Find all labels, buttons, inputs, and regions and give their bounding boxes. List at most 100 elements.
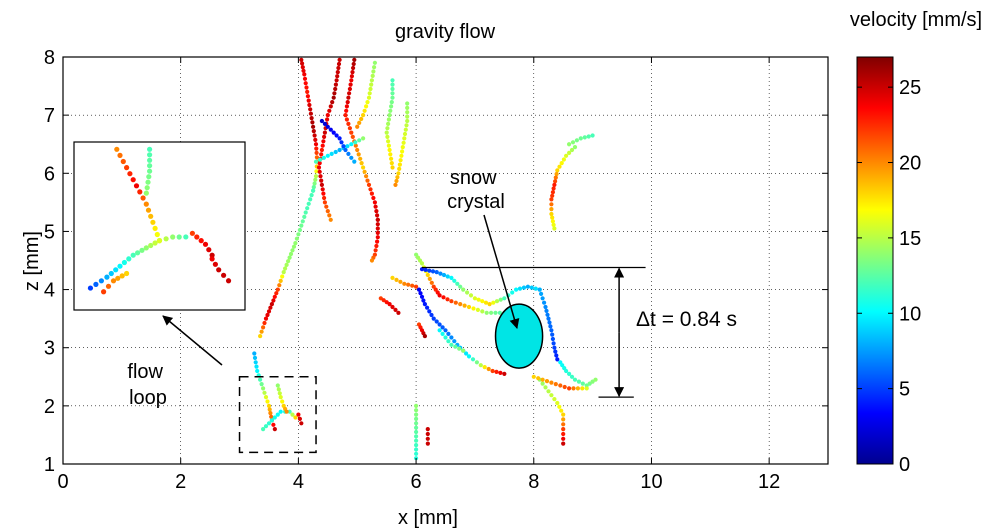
track-point (445, 274, 450, 279)
track-point (466, 354, 472, 359)
track-point (143, 201, 149, 207)
track-point (267, 407, 272, 412)
track-point (93, 281, 99, 287)
track-point (314, 146, 319, 151)
track-point (311, 129, 316, 134)
track-point (284, 409, 289, 414)
track-point (547, 320, 552, 325)
track-point (405, 114, 410, 119)
track-point (427, 309, 432, 314)
track-point (421, 298, 426, 303)
track-point (280, 399, 285, 404)
track-point (281, 270, 286, 275)
plot-frame (62, 56, 829, 465)
track-point (325, 117, 330, 122)
track-point (437, 328, 442, 333)
track-point (561, 441, 566, 446)
track-point (335, 70, 340, 75)
track-point (427, 276, 432, 281)
track-point (540, 381, 545, 386)
track-point (414, 434, 419, 439)
track-point (458, 284, 463, 289)
track-point (364, 174, 369, 179)
y-tick-label: 6 (44, 163, 55, 185)
x-tick-label: 10 (640, 471, 662, 493)
track-point (561, 157, 567, 162)
track-point (352, 57, 357, 63)
track-point (339, 140, 344, 145)
track-point (557, 164, 562, 169)
track-point (574, 138, 580, 143)
track-point (390, 82, 395, 87)
track-point (263, 316, 269, 321)
track-point (299, 57, 304, 63)
track-point (494, 299, 500, 304)
track-point (449, 275, 454, 280)
track-point (271, 422, 276, 427)
track-point (212, 261, 218, 267)
track-point (114, 146, 120, 152)
track-point (350, 70, 355, 75)
track-point (147, 168, 153, 174)
track-point (156, 238, 163, 244)
track-point (144, 185, 150, 191)
track-point (390, 275, 395, 280)
track-point (355, 147, 360, 153)
track-point (303, 210, 308, 215)
track-point (484, 310, 489, 315)
track-point (321, 155, 326, 160)
track-point (584, 386, 589, 391)
track-point (540, 377, 545, 382)
track-point (414, 425, 419, 430)
track-point (258, 377, 263, 382)
track-point (413, 284, 419, 289)
track-point (397, 162, 402, 167)
track-point (302, 214, 307, 219)
track-point (268, 305, 273, 310)
track-point (425, 431, 430, 437)
colorbar-ticks: 0 5 10 15 20 25 (857, 77, 921, 476)
x-tick-label: 0 (57, 471, 68, 493)
track-point (373, 204, 378, 209)
track-point (319, 182, 324, 187)
track-point (494, 369, 499, 374)
track-point (311, 185, 316, 190)
track-point (117, 152, 123, 158)
track-point (319, 178, 324, 183)
track-point (117, 263, 123, 269)
track-point (550, 190, 556, 195)
track-point (575, 386, 581, 391)
track-point (576, 379, 582, 384)
track-point (368, 187, 373, 192)
snow-crystal-arrow (483, 214, 520, 329)
track-point (329, 151, 334, 156)
x-tick-label: 8 (528, 471, 539, 493)
track-point (127, 171, 133, 177)
track-point (543, 304, 548, 310)
track-point (475, 307, 480, 312)
track-point (566, 142, 572, 147)
track-point (262, 320, 267, 326)
track-point (341, 144, 346, 149)
track-point (464, 351, 469, 356)
track-point (552, 397, 557, 402)
track-point (115, 275, 121, 281)
track-point (555, 400, 560, 406)
track-point (343, 113, 348, 118)
track-point (303, 81, 308, 86)
y-tick-label: 4 (44, 280, 55, 302)
track-point (356, 152, 361, 157)
track-point (425, 427, 430, 432)
track-point (170, 234, 176, 240)
track-point (582, 135, 587, 140)
track-point (414, 429, 419, 435)
x-tick-label: 12 (758, 471, 780, 493)
track-point (537, 287, 542, 292)
track-point (361, 136, 366, 141)
track-point (404, 123, 409, 128)
track-point (533, 286, 538, 291)
track-point (457, 346, 462, 351)
track-point (542, 300, 547, 305)
track-point (366, 182, 372, 187)
track-point (374, 243, 379, 249)
